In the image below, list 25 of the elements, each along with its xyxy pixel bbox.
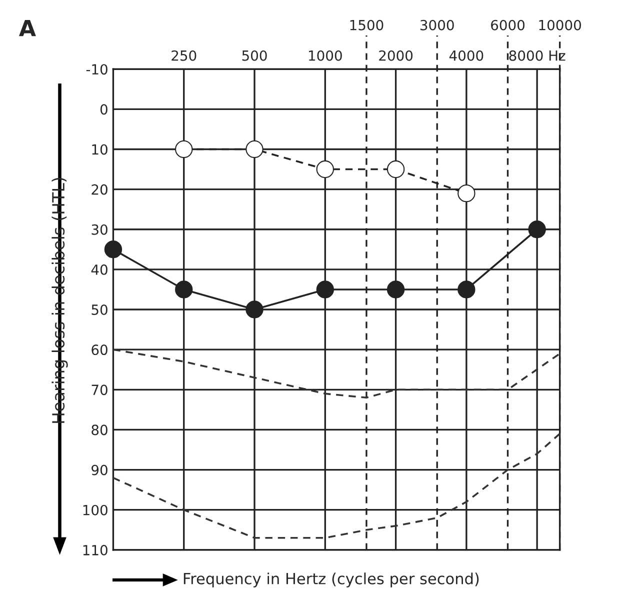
y-tick-label: 40 (91, 264, 108, 275)
y-tick-label: 70 (92, 384, 108, 396)
y-tick-label: 110 (83, 544, 108, 556)
text: A (18, 20, 36, 36)
x-tick-label: 500 (242, 50, 267, 61)
x-tick-label: 1000 (308, 50, 342, 61)
y-tick-label: 10 (92, 144, 108, 155)
y-tick-label: 30 (92, 224, 108, 235)
y-tick-label: 60 (92, 344, 108, 356)
y-tick-label: 100 (83, 504, 108, 516)
y-tick-label: 50 (92, 304, 108, 315)
y-tick-label: -10 (86, 64, 108, 75)
ref-line-label: 3000 (420, 20, 454, 30)
x-axis-title: Frequency in Hertz (cycles per second) (184, 572, 479, 588)
x-tick-label: 250 (172, 50, 196, 61)
x-tick-label: 2000 (379, 50, 413, 61)
x-tick-label: 4000 (449, 50, 484, 61)
y-tick-label: 90 (92, 464, 108, 476)
ref-line-label: 1500 (350, 20, 384, 30)
y-tick-label: 20 (92, 184, 108, 195)
y-tick-label: 80 (92, 424, 108, 436)
ref-line-label: 6000 (491, 20, 524, 30)
y-axis-title: Hearing loss in decibels (HTL) (52, 178, 68, 423)
ref-line-label: 10000 (539, 20, 581, 30)
y-tick-label: 0 (100, 104, 108, 115)
